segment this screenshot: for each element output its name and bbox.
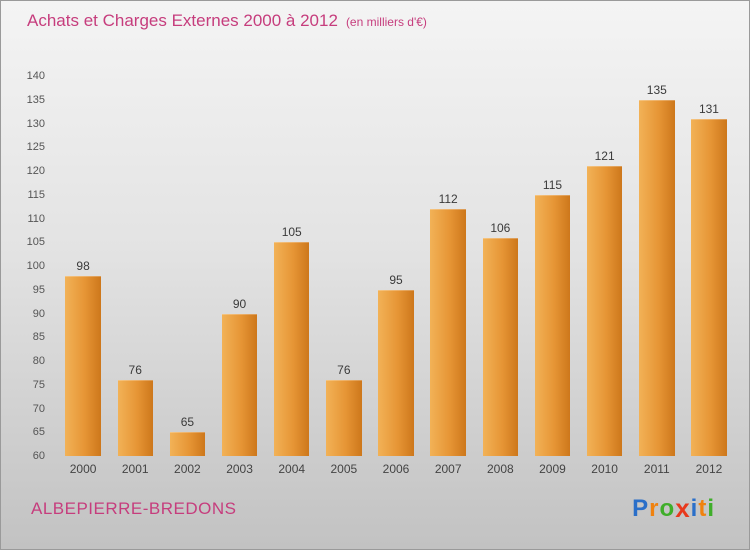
y-tick-label: 95 — [32, 283, 45, 296]
bar-column: 95 — [370, 76, 422, 456]
y-tick-label: 125 — [26, 141, 45, 154]
y-tick-label: 65 — [32, 426, 45, 439]
proxiti-logo-letter: i — [707, 495, 715, 522]
bar — [482, 237, 519, 456]
x-tick-label: 2009 — [539, 462, 566, 476]
bar — [221, 313, 258, 456]
bar-column: 106 — [474, 76, 526, 456]
bar-column: 76 — [109, 76, 161, 456]
plot-area: 98 76 65 90 105 76 95 112 106 115 121 135 131 2000 20… — [57, 76, 735, 476]
chart-title: Achats et Charges Externes 2000 à 2012 — [27, 11, 338, 30]
bar — [534, 194, 571, 456]
bar-value-label: 65 — [180, 415, 195, 430]
y-tick-label: 135 — [26, 93, 45, 106]
bar-value-label: 76 — [337, 363, 351, 377]
bar-column: 112 — [422, 76, 474, 456]
bar-column: 76 — [318, 76, 370, 456]
y-tick-label: 115 — [27, 188, 45, 201]
y-tick-label: 60 — [32, 450, 45, 462]
y-tick-label: 120 — [26, 165, 45, 177]
y-tick-label: 90 — [32, 307, 45, 320]
bar-value-label: 106 — [490, 220, 511, 235]
bar-value-label: 112 — [438, 192, 458, 206]
x-tick-label: 2006 — [382, 462, 410, 476]
x-tick-label: 2010 — [591, 462, 618, 476]
y-tick-label: 70 — [32, 402, 45, 415]
bar-column: 131 — [683, 76, 735, 456]
bar — [691, 118, 727, 456]
bar-value-label: 135 — [646, 82, 667, 97]
x-tick-label: 2003 — [226, 462, 253, 476]
proxiti-logo-letter: t — [698, 495, 708, 522]
bar-value-label: 90 — [232, 296, 247, 311]
bar — [273, 242, 310, 456]
bar — [169, 432, 206, 456]
y-tick-label: 75 — [32, 378, 45, 391]
bar-value-label: 95 — [389, 272, 403, 287]
x-tick-label: 2002 — [174, 462, 201, 476]
x-tick-label: 2008 — [486, 462, 514, 476]
bar-column: 65 — [161, 76, 213, 456]
chart-header: Achats et Charges Externes 2000 à 2012 (e… — [27, 11, 427, 31]
bar-column: 121 — [579, 76, 631, 456]
bar — [586, 166, 623, 456]
chart-subtitle: (en milliers d'€) — [345, 15, 427, 29]
x-tick-label: 2000 — [69, 462, 97, 476]
x-tick-label: 2001 — [121, 462, 149, 476]
proxiti-logo-letter: P — [632, 495, 650, 522]
x-tick-label: 2005 — [330, 462, 358, 476]
bar — [378, 289, 414, 456]
bar-value-label: 105 — [281, 225, 302, 240]
bar-column: 135 — [631, 76, 683, 456]
y-tick-label: 105 — [26, 236, 45, 249]
x-tick-label: 2004 — [278, 462, 306, 476]
y-axis: 140 135 130 125 120 115 110 105 100 95 90 85 80 75 70 6… — [1, 70, 51, 462]
y-tick-label: 130 — [26, 117, 45, 130]
proxiti-logo-letter: o — [659, 495, 676, 522]
y-tick-label: 85 — [32, 331, 45, 344]
y-tick-label: 80 — [32, 355, 45, 367]
bar-value-label: 131 — [698, 101, 719, 116]
bar-column: 115 — [526, 76, 578, 456]
bar-value-label: 121 — [594, 149, 615, 164]
bar — [117, 380, 153, 456]
x-tick-label: 2011 — [643, 462, 670, 476]
y-tick-label: 110 — [27, 212, 45, 225]
bar-value-label: 76 — [128, 363, 142, 377]
bar — [326, 380, 362, 456]
bar-value-label: 98 — [76, 258, 90, 273]
bar — [430, 209, 466, 456]
bar-value-label: 115 — [542, 177, 563, 192]
commune-name: ALBEPIERRE-BREDONS — [31, 499, 237, 518]
bar — [65, 275, 101, 456]
bars-container: 98 76 65 90 105 76 95 112 106 115 121 135 131 — [57, 76, 735, 456]
bar-column: 98 — [57, 76, 109, 456]
bar-column: 90 — [213, 76, 265, 456]
x-tick-label: 2012 — [695, 462, 723, 476]
proxiti-logo-letter: r — [649, 495, 660, 522]
bar — [639, 99, 675, 456]
proxiti-logo: Proxiti — [632, 492, 715, 523]
y-tick-label: 140 — [26, 70, 45, 82]
bar-column: 105 — [266, 76, 318, 456]
proxiti-logo-letter: x — [675, 493, 691, 523]
proxiti-logo-letter: i — [690, 495, 699, 522]
y-tick-label: 100 — [26, 260, 45, 272]
x-axis: 2000 2001 2002 2003 2004 2005 2006 2007 2008 2009… — [57, 462, 735, 476]
x-tick-label: 2007 — [434, 462, 462, 476]
